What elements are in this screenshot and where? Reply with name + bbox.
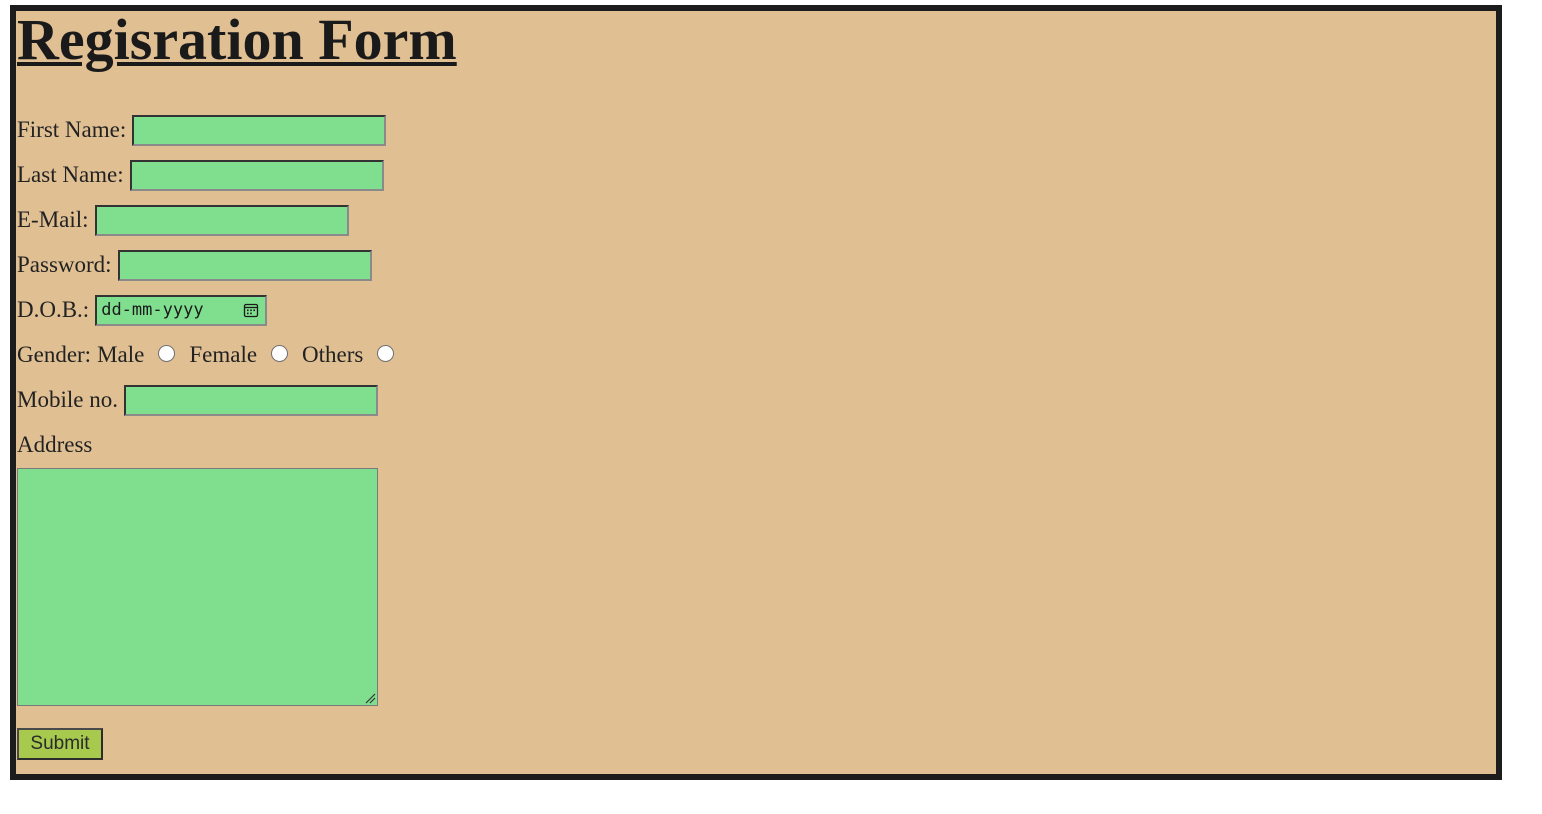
gender-row: Gender: Male Female Others bbox=[17, 338, 408, 372]
last-name-label: Last Name: bbox=[17, 162, 124, 187]
password-label: Password: bbox=[17, 252, 112, 277]
dob-placeholder: dd-mm-yyyy bbox=[101, 300, 204, 320]
last-name-input[interactable] bbox=[129, 159, 384, 191]
address-textarea[interactable] bbox=[17, 468, 378, 706]
password-input[interactable] bbox=[117, 249, 372, 281]
gender-male-label: Male bbox=[97, 342, 145, 367]
registration-form-panel: Regisration Form First Name: Last Name: … bbox=[10, 5, 1502, 780]
mobile-label: Mobile no. bbox=[17, 387, 118, 412]
calendar-icon[interactable] bbox=[243, 302, 259, 318]
dob-date-input[interactable]: dd-mm-yyyy bbox=[95, 294, 268, 326]
gender-male-radio[interactable] bbox=[158, 344, 176, 362]
dob-label: D.O.B.: bbox=[17, 297, 90, 322]
mobile-row: Mobile no. bbox=[17, 383, 378, 417]
email-label: E-Mail: bbox=[17, 207, 89, 232]
gender-others-radio[interactable] bbox=[377, 344, 395, 362]
resize-grip-icon[interactable] bbox=[364, 692, 376, 704]
password-row: Password: bbox=[17, 248, 372, 282]
gender-others-label: Others bbox=[302, 342, 364, 367]
gender-female-label: Female bbox=[189, 342, 258, 367]
first-name-label: First Name: bbox=[17, 117, 127, 142]
email-input[interactable] bbox=[94, 204, 349, 236]
email-row: E-Mail: bbox=[17, 203, 349, 237]
mobile-input[interactable] bbox=[123, 384, 378, 416]
last-name-row: Last Name: bbox=[17, 158, 384, 192]
dob-row: D.O.B.: dd-mm-yyyy bbox=[17, 293, 268, 327]
gender-female-radio[interactable] bbox=[271, 344, 289, 362]
gender-label: Gender: bbox=[17, 342, 92, 367]
address-label: Address bbox=[17, 432, 93, 457]
first-name-row: First Name: bbox=[17, 113, 387, 147]
first-name-input[interactable] bbox=[132, 114, 387, 146]
submit-button[interactable]: Submit bbox=[17, 728, 103, 760]
page-title: Regisration Form bbox=[17, 7, 457, 72]
